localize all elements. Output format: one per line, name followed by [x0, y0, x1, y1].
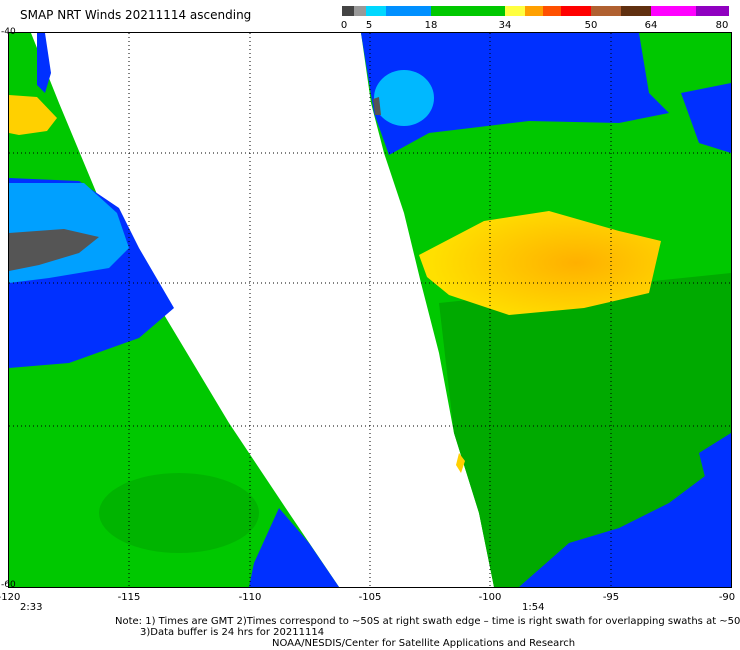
colorbar-label-50: 50	[584, 20, 598, 31]
x-tick-4: -100	[478, 592, 502, 603]
colorbar-seg-11	[651, 6, 696, 16]
colorbar-label-0: 0	[340, 20, 348, 31]
colorbar-seg-7	[543, 6, 561, 16]
colorbar-label-80: 80	[715, 20, 729, 31]
time-right: 1:54	[522, 602, 545, 613]
colorbar-seg-2	[366, 6, 386, 16]
colorbar-seg-12	[696, 6, 729, 16]
colorbar-label-64: 64	[644, 20, 658, 31]
colorbar-seg-8	[561, 6, 591, 16]
right-swath-blue-corner	[681, 83, 731, 153]
note-line-2: 3)Data buffer is 24 hrs for 20211114	[140, 627, 325, 638]
colorbar-seg-5	[505, 6, 525, 16]
colorbar-label-18: 18	[424, 20, 438, 31]
right-swath-blue-bottom	[519, 458, 731, 587]
time-left: 2:33	[20, 602, 43, 613]
note-line-1: Note: 1) Times are GMT 2)Times correspon…	[115, 616, 740, 627]
map-title: SMAP NRT Winds 20211114 ascending	[20, 8, 252, 22]
x-tick-5: -95	[602, 592, 620, 603]
x-tick-2: -110	[238, 592, 262, 603]
left-swath-blue-top	[37, 33, 51, 93]
x-tick-0: -120	[0, 592, 21, 603]
right-swath-blue-top	[361, 33, 669, 155]
right-swath-blue-patch	[699, 433, 731, 493]
y-label-bottom: -60	[1, 580, 16, 590]
x-tick-3: -105	[358, 592, 382, 603]
note-line-3: NOAA/NESDIS/Center for Satellite Applica…	[272, 638, 576, 649]
colorbar-label-5: 5	[365, 20, 373, 31]
left-swath-darkgreen	[99, 473, 259, 553]
colorbar-seg-10	[621, 6, 651, 16]
left-swath	[9, 33, 339, 587]
colorbar-seg-1	[354, 6, 366, 16]
colorbar-seg-4	[431, 6, 505, 16]
left-swath-blue-bottom	[249, 508, 339, 587]
x-tick-1: -115	[117, 592, 141, 603]
x-tick-6: -90	[718, 592, 736, 603]
y-label-top: -40	[1, 27, 16, 37]
right-swath-yellow	[419, 211, 661, 315]
colorbar-seg-9	[591, 6, 621, 16]
wind-map-svg	[9, 33, 731, 587]
right-swath-gray	[373, 97, 381, 115]
colorbar-seg-0	[342, 6, 354, 16]
colorbar-label-34: 34	[498, 20, 512, 31]
wind-speed-colorbar	[342, 6, 729, 16]
left-swath-green	[9, 33, 339, 587]
right-swath	[361, 33, 731, 587]
colorbar-seg-6	[525, 6, 543, 16]
right-swath-yellow-speck	[456, 453, 465, 473]
wind-map	[8, 32, 732, 588]
left-swath-yellow	[9, 95, 57, 135]
map-grid	[9, 33, 731, 587]
left-swath-gray	[9, 229, 99, 271]
right-swath-lightblue	[374, 70, 434, 126]
colorbar-seg-3	[386, 6, 431, 16]
